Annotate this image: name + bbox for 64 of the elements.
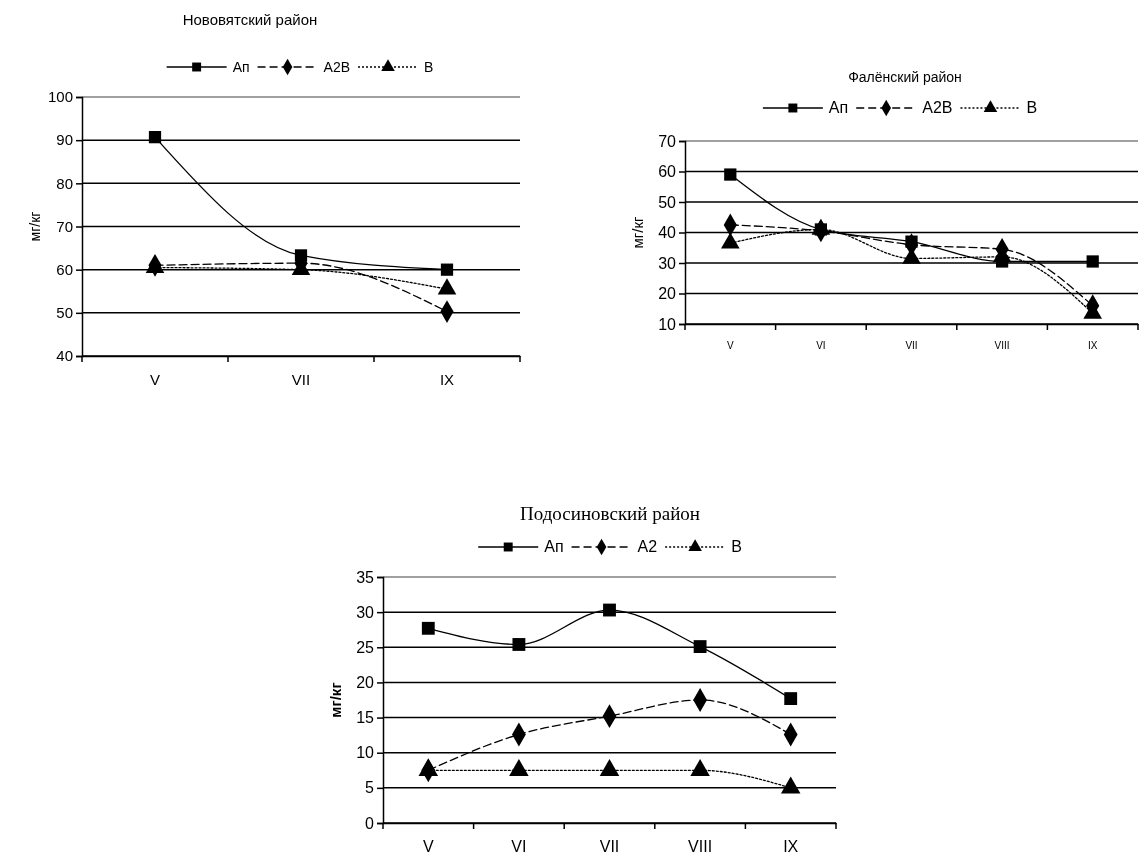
y-tick-label: 30	[356, 603, 375, 621]
point	[509, 759, 529, 776]
x-tick-label: VI	[511, 838, 527, 856]
legend-label: B	[731, 538, 742, 555]
y-tick-label: 5	[365, 779, 375, 797]
point	[512, 638, 526, 651]
y-tick-label: 80	[56, 174, 73, 192]
y-tick-label: 0	[365, 814, 375, 832]
legend-label: Ап	[232, 59, 250, 75]
y-tick-label: 100	[47, 88, 73, 106]
point	[693, 640, 707, 653]
y-axis-title: мг/кг	[27, 211, 43, 242]
point	[599, 759, 620, 776]
chart-title: Нововятский район	[182, 11, 318, 28]
point	[724, 168, 737, 181]
y-tick-label: 25	[356, 638, 375, 656]
point	[784, 692, 798, 706]
point	[418, 759, 439, 776]
x-tick-label: V	[422, 838, 434, 856]
chart-title: Подосиновский район	[520, 503, 700, 524]
y-axis-title: мг/кг	[629, 215, 646, 249]
y-tick-label: 10	[356, 744, 375, 762]
y-tick-label: 10	[658, 315, 677, 333]
y-tick-label: 40	[56, 347, 73, 365]
x-tick-label: VII	[599, 838, 620, 856]
point	[421, 621, 435, 635]
legend-label: B	[424, 59, 434, 75]
y-tick-label: 15	[356, 709, 375, 727]
y-tick-label: 35	[356, 568, 375, 586]
x-tick-label: VII	[291, 370, 311, 388]
y-tick-label: 60	[56, 260, 73, 278]
y-tick-label: 50	[658, 193, 677, 211]
y-tick-label: 20	[658, 285, 677, 303]
y-tick-label: 50	[56, 304, 73, 322]
y-tick-label: 30	[658, 254, 677, 272]
y-tick-label: 70	[56, 217, 73, 235]
chart-title: Фалёнский район	[848, 69, 962, 85]
legend-label: Ап	[828, 99, 849, 116]
y-tick-label: 70	[658, 132, 677, 150]
x-tick-label: VIII	[994, 340, 1010, 352]
x-tick-label: V	[149, 370, 161, 388]
point	[780, 776, 801, 794]
x-tick-label: IX	[783, 838, 799, 856]
legend-label: A2B	[323, 59, 351, 75]
x-tick-label: VI	[816, 340, 826, 352]
y-tick-label: 20	[356, 674, 375, 692]
point	[148, 131, 162, 144]
legend-label: A2B	[922, 99, 953, 116]
x-tick-label: VII	[905, 340, 918, 352]
legend-label: B	[1026, 99, 1038, 116]
point	[1086, 255, 1099, 268]
y-tick-label: 40	[658, 224, 677, 242]
point	[603, 603, 616, 617]
x-tick-label: IX	[439, 370, 455, 388]
point	[440, 263, 454, 276]
x-tick-label: IX	[1087, 340, 1098, 352]
y-tick-label: 90	[56, 131, 73, 149]
x-tick-label: VIII	[688, 838, 713, 856]
y-tick-label: 60	[658, 163, 677, 181]
y-axis-title: мг/кг	[327, 682, 344, 718]
point	[690, 759, 710, 776]
x-tick-label: V	[726, 340, 734, 352]
legend-label: Ап	[544, 538, 564, 555]
legend-label: A2	[637, 538, 658, 555]
